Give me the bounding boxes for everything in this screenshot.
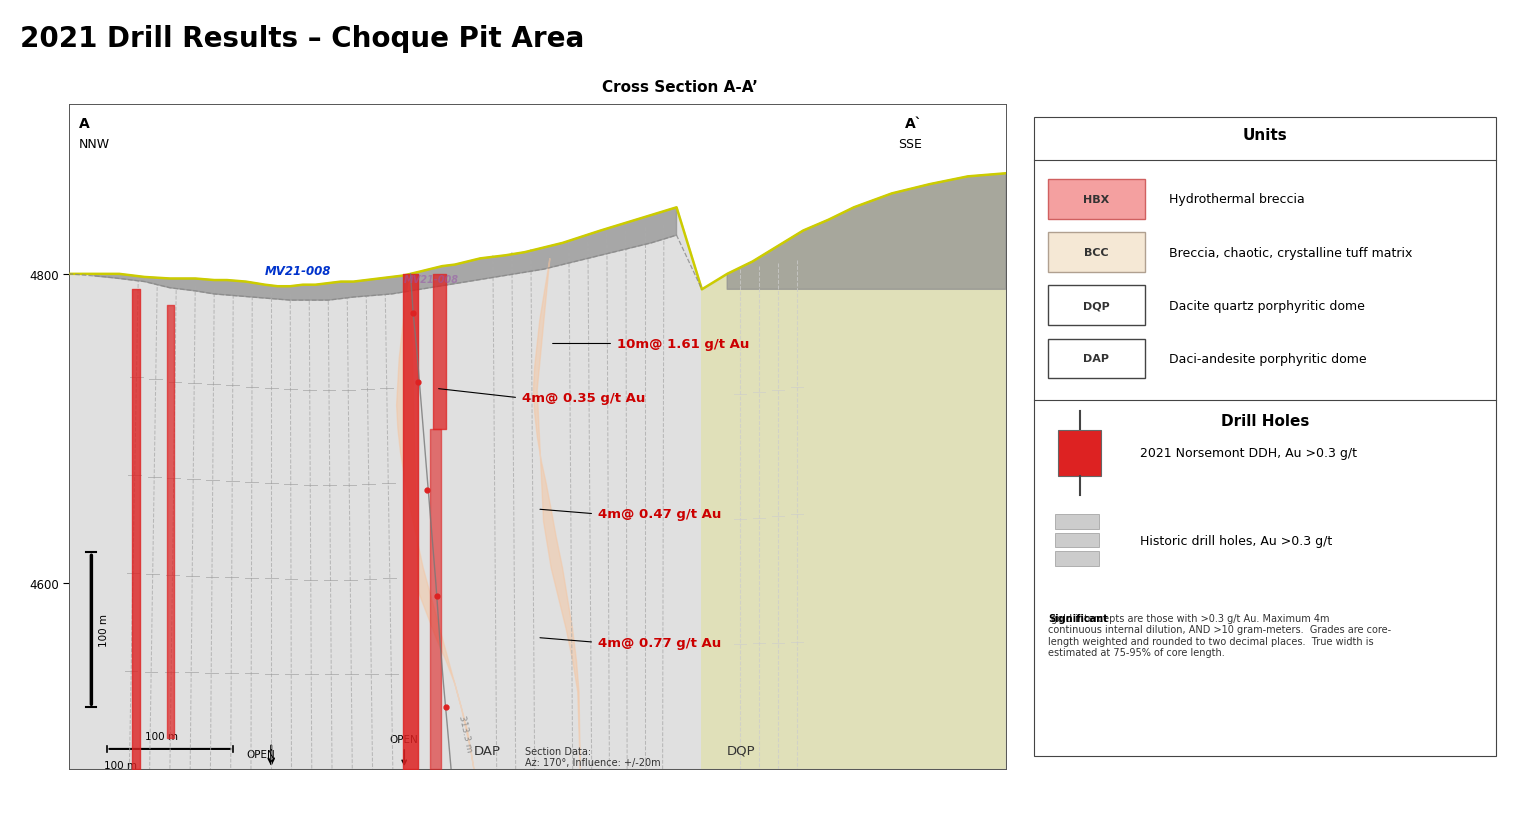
- Text: 4m@ 0.47 g/t Au: 4m@ 0.47 g/t Au: [597, 507, 721, 521]
- Polygon shape: [396, 274, 474, 769]
- Text: Drill Holes: Drill Holes: [1221, 414, 1309, 429]
- FancyBboxPatch shape: [1049, 286, 1145, 326]
- Text: Hydrothermal breccia: Hydrothermal breccia: [1169, 193, 1305, 206]
- Text: NNW: NNW: [79, 138, 110, 150]
- Text: OPEN: OPEN: [245, 749, 274, 758]
- Text: DAP: DAP: [1084, 354, 1109, 364]
- Text: BCC: BCC: [1084, 247, 1108, 257]
- FancyBboxPatch shape: [1033, 118, 1497, 756]
- FancyBboxPatch shape: [1056, 533, 1099, 548]
- Text: 100 m: 100 m: [104, 760, 137, 770]
- Text: Dacite quartz porphyritic dome: Dacite quartz porphyritic dome: [1169, 299, 1364, 313]
- Polygon shape: [703, 174, 1006, 769]
- Text: Historic drill holes, Au >0.3 g/t: Historic drill holes, Au >0.3 g/t: [1140, 535, 1332, 548]
- Text: Daci-andesite porphyritic dome: Daci-andesite porphyritic dome: [1169, 353, 1366, 365]
- Text: MV21-008: MV21-008: [404, 274, 459, 284]
- Text: Cross Section A-A’: Cross Section A-A’: [602, 79, 757, 94]
- Text: 2021 Drill Results – Choque Pit Area: 2021 Drill Results – Choque Pit Area: [20, 25, 584, 53]
- Text: OPEN: OPEN: [390, 734, 419, 764]
- FancyBboxPatch shape: [1058, 431, 1102, 477]
- Text: 100 m: 100 m: [145, 732, 178, 742]
- Text: gold intercepts are those with >0.3 g/t Au. Maximum 4m
continuous internal dilut: gold intercepts are those with >0.3 g/t …: [1049, 613, 1391, 658]
- Text: Units: Units: [1242, 128, 1288, 143]
- Polygon shape: [533, 259, 581, 769]
- Text: SSE: SSE: [898, 138, 922, 150]
- Text: HBX: HBX: [1084, 195, 1109, 205]
- Text: 10m@ 1.61 g/t Au: 10m@ 1.61 g/t Au: [617, 338, 750, 350]
- FancyBboxPatch shape: [1056, 515, 1099, 529]
- Text: A`: A`: [905, 117, 922, 130]
- Text: DAP: DAP: [474, 744, 501, 757]
- FancyBboxPatch shape: [1049, 232, 1145, 273]
- Text: Section Data:
Az: 170°, Influence: +/-20m: Section Data: Az: 170°, Influence: +/-20…: [524, 746, 660, 767]
- Text: DQP: DQP: [727, 744, 756, 757]
- Text: Breccia, chaotic, crystalline tuff matrix: Breccia, chaotic, crystalline tuff matri…: [1169, 247, 1411, 259]
- Text: 2021 Norsemont DDH, Au >0.3 g/t: 2021 Norsemont DDH, Au >0.3 g/t: [1140, 447, 1356, 460]
- Text: 313.3 m: 313.3 m: [457, 714, 474, 752]
- FancyBboxPatch shape: [1056, 552, 1099, 567]
- Text: DQP: DQP: [1084, 301, 1109, 311]
- Text: MV21-008: MV21-008: [265, 264, 331, 278]
- Text: 100 m: 100 m: [99, 614, 110, 646]
- Polygon shape: [703, 174, 1006, 769]
- FancyBboxPatch shape: [1049, 180, 1145, 220]
- Text: 4m@ 0.35 g/t Au: 4m@ 0.35 g/t Au: [523, 392, 645, 405]
- Text: 4m@ 0.77 g/t Au: 4m@ 0.77 g/t Au: [597, 636, 721, 649]
- Text: Significant: Significant: [1049, 613, 1108, 623]
- FancyBboxPatch shape: [1049, 339, 1145, 379]
- Text: A: A: [79, 117, 90, 130]
